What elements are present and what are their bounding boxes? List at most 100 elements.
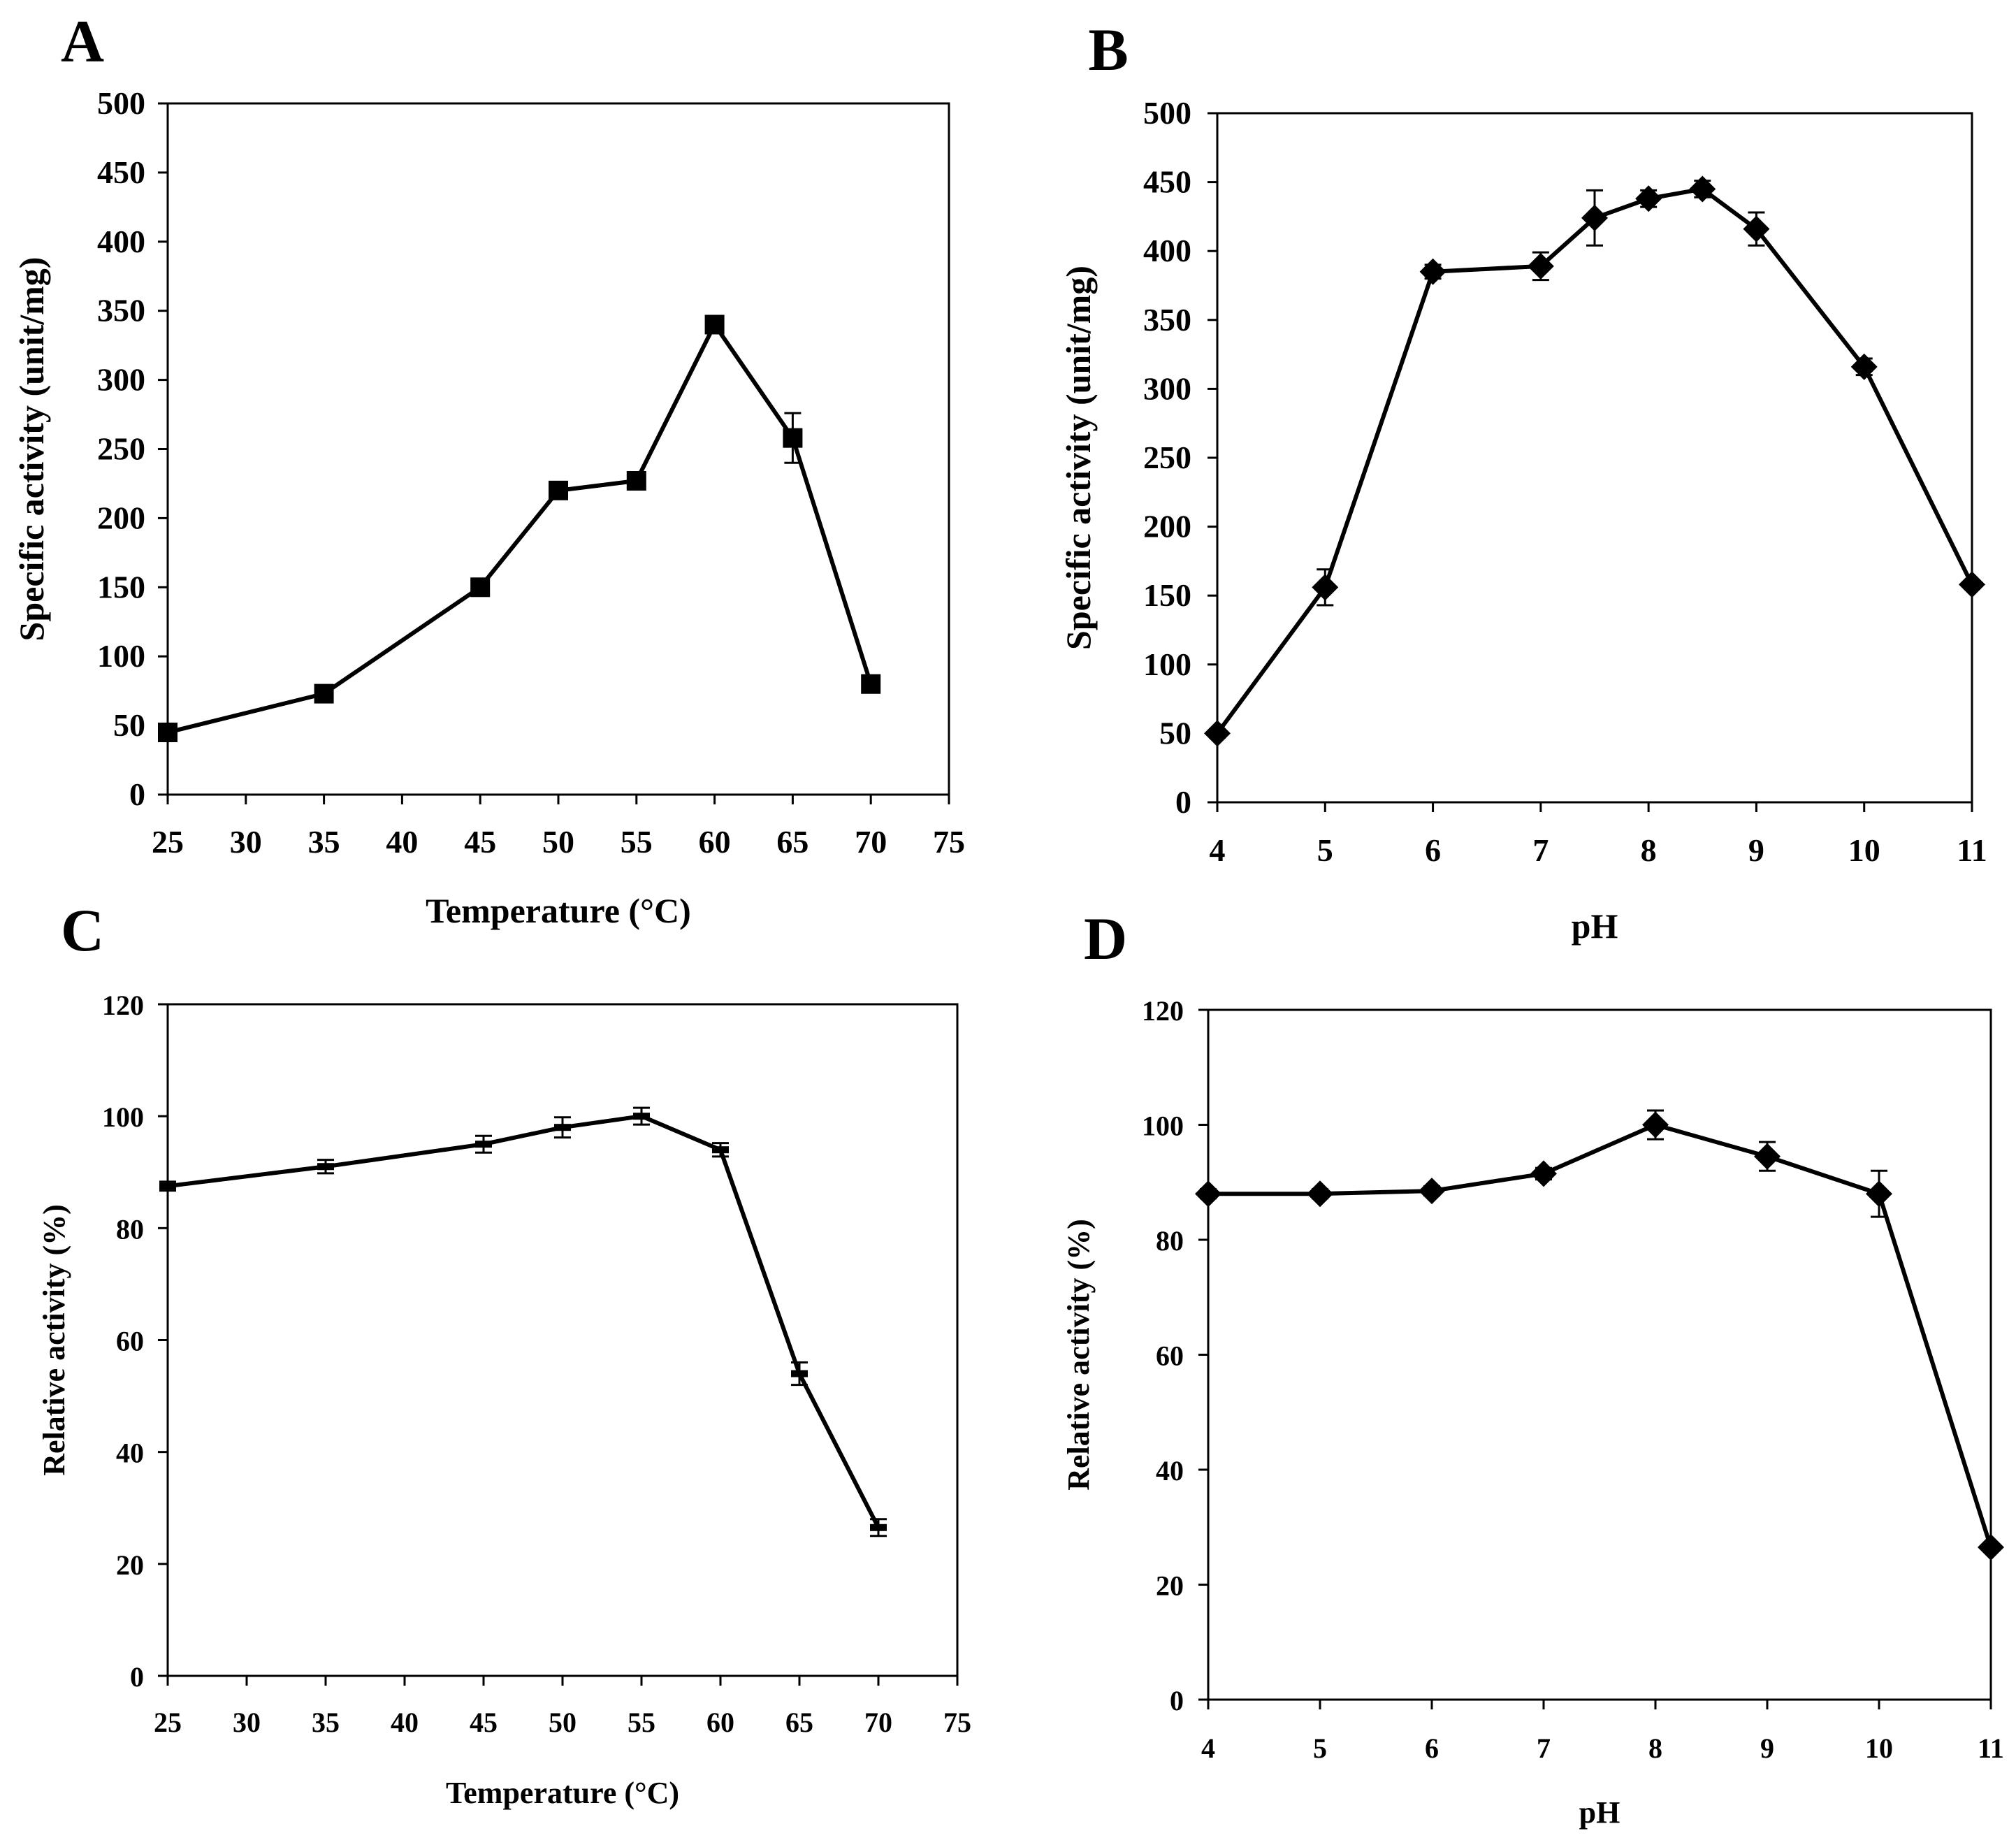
x-axis-title: pH	[1579, 1795, 1620, 1830]
x-tick-label: 6	[1425, 832, 1441, 868]
y-tick-label: 450	[1143, 164, 1191, 200]
x-tick-label: 50	[542, 824, 574, 860]
x-tick-label: 9	[1748, 832, 1764, 868]
x-tick-label: 9	[1760, 1732, 1774, 1764]
data-point	[1743, 215, 1770, 243]
data-point	[1689, 175, 1716, 203]
data-point	[1635, 185, 1662, 212]
y-tick-label: 50	[1159, 715, 1191, 751]
data-point	[704, 314, 725, 335]
y-tick-label: 40	[1156, 1455, 1184, 1486]
chart-panel-c: C 0 20 40 60 80 100 120 25 30 35 40 45 50 55 60 65 70 75 Te…	[37, 897, 971, 1810]
x-tick-label: 75	[943, 1707, 971, 1738]
x-tick-label: 30	[233, 1707, 261, 1738]
data-point	[1312, 574, 1339, 601]
y-tick-label: 0	[129, 776, 145, 812]
x-tick-label: 4	[1210, 832, 1226, 868]
y-tick-label: 350	[97, 293, 145, 328]
y-tick-label: 0	[1175, 784, 1191, 820]
x-tick-label: 11	[1978, 1732, 2004, 1764]
y-tick-label: 300	[97, 362, 145, 398]
x-tick-label: 45	[464, 824, 496, 860]
data-point	[870, 1524, 887, 1531]
y-tick-label: 250	[1143, 440, 1191, 475]
data-point	[633, 1113, 650, 1120]
data-point	[554, 1124, 571, 1131]
chart-panel-a: A 0 50 100 150 200 250 300 350 400 450 500 25 30 35 40 4…	[12, 8, 965, 930]
y-tick-label: 80	[116, 1213, 144, 1245]
y-tick-label: 150	[1143, 577, 1191, 613]
y-tick-label: 100	[1143, 646, 1191, 682]
y-tick-label: 0	[1170, 1685, 1184, 1716]
x-tick-label: 5	[1313, 1732, 1327, 1764]
panel-letter: D	[1084, 905, 1127, 972]
data-point	[1959, 571, 1985, 598]
data-point	[314, 683, 334, 704]
y-tick-label: 400	[97, 224, 145, 259]
y-tick-label: 250	[97, 431, 145, 467]
data-point	[1850, 353, 1878, 380]
y-axis-title: Relative activity (%)	[1061, 1219, 1096, 1491]
x-axis-title: pH	[1572, 906, 1618, 946]
x-tick-label: 40	[391, 1707, 419, 1738]
data-point	[158, 722, 177, 742]
x-tick-label: 75	[933, 824, 965, 860]
series-line	[167, 1114, 880, 1529]
y-tick-label: 20	[116, 1549, 144, 1581]
data-point	[1204, 720, 1231, 747]
series-line	[1215, 187, 1974, 735]
y-tick-label: 20	[1156, 1570, 1184, 1602]
panel-letter: B	[1088, 16, 1128, 83]
data-point	[861, 674, 881, 694]
data-point	[1307, 1180, 1333, 1208]
data-point	[1866, 1180, 1892, 1208]
y-tick-label: 300	[1143, 370, 1191, 406]
y-tick-label: 120	[102, 990, 144, 1021]
plot-frame	[1207, 1008, 1992, 1701]
y-axis-title: Specific activity (unit/mg)	[1059, 266, 1098, 650]
panel-letter: C	[61, 897, 104, 964]
x-tick-label: 70	[855, 824, 887, 860]
y-tick-label: 200	[97, 500, 145, 535]
y-tick-label: 450	[97, 154, 145, 190]
plot-frame	[166, 1003, 959, 1677]
x-tick-label: 45	[470, 1707, 498, 1738]
series-line	[1208, 1122, 1993, 1548]
x-tick-label: 60	[706, 1707, 734, 1738]
y-tick-label: 60	[1156, 1340, 1184, 1372]
data-point	[1195, 1180, 1221, 1208]
x-tick-label: 7	[1537, 1732, 1551, 1764]
x-tick-label: 60	[699, 824, 731, 860]
panel-letter: A	[61, 8, 104, 75]
x-tick-label: 40	[386, 824, 418, 860]
data-point	[626, 470, 646, 491]
x-axis-title: Temperature (°C)	[426, 891, 691, 930]
x-tick-label: 55	[621, 824, 653, 860]
data-point	[470, 577, 491, 598]
x-tick-label: 8	[1648, 1732, 1662, 1764]
plot-frame	[166, 102, 950, 796]
x-tick-label: 10	[1865, 1732, 1893, 1764]
chart-panel-b: B 0 50 100 150 200 250 300 350 400 450 500 4 5 6 7 8 9 10 1…	[1059, 16, 1987, 946]
y-tick-label: 400	[1143, 233, 1191, 268]
x-tick-label: 7	[1532, 832, 1549, 868]
x-tick-label: 4	[1201, 1732, 1215, 1764]
x-tick-label: 70	[864, 1707, 892, 1738]
x-tick-label: 6	[1425, 1732, 1439, 1764]
x-tick-label: 35	[312, 1707, 340, 1738]
data-point	[783, 428, 803, 448]
y-tick-label: 80	[1156, 1225, 1184, 1257]
data-point	[1419, 1178, 1445, 1205]
data-point	[475, 1141, 492, 1148]
y-tick-label: 350	[1143, 302, 1191, 338]
x-tick-label: 25	[152, 824, 184, 860]
data-point	[1527, 252, 1554, 280]
series-line	[167, 322, 873, 735]
x-axis-title: Temperature (°C)	[446, 1776, 679, 1810]
x-tick-label: 25	[154, 1707, 182, 1738]
y-tick-label: 50	[113, 707, 145, 743]
x-tick-label: 35	[308, 824, 340, 860]
y-tick-label: 40	[116, 1438, 144, 1469]
x-tick-label: 30	[230, 824, 262, 860]
data-point	[159, 1182, 176, 1190]
